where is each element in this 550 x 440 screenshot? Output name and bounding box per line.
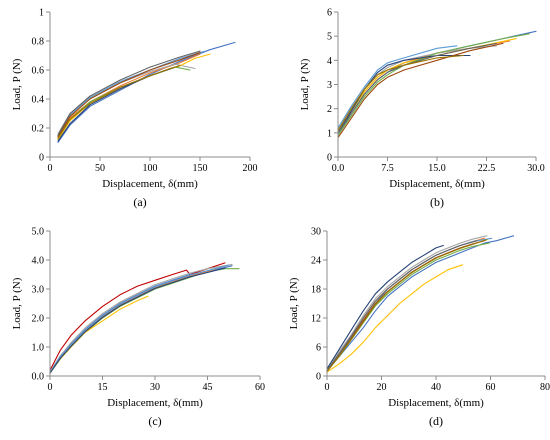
y-axis-label: Load, P (N) [288, 277, 300, 329]
y-tick-label: 6 [327, 8, 332, 19]
series-line-3-3 [49, 265, 233, 374]
x-tick-label: 50 [95, 163, 105, 174]
y-tick-label: 0.4 [32, 95, 45, 106]
x-tick-label: 0 [48, 163, 53, 174]
series-line-3-7 [49, 264, 230, 374]
y-tick-label: 3.0 [32, 285, 45, 296]
series-line-2-10 [337, 54, 464, 131]
x-tick-label: 100 [143, 163, 158, 174]
x-tick-label: 0 [325, 382, 330, 393]
series-line-1-5 [57, 50, 206, 136]
series-line-3-4 [49, 263, 233, 373]
series-line-1-3 [57, 63, 196, 135]
x-tick-label: 40 [431, 382, 441, 393]
chart-panel-3: 0 15 30 45 60 0.0 1.0 2.0 3.0 4.0 5.0 Displacement,… [11, 227, 265, 429]
series-line-4-9 [326, 240, 478, 372]
y-tick-label: 1 [327, 128, 332, 139]
series-line-4-10 [326, 239, 488, 373]
x-axis-label: Displacement, δ(mm) [388, 397, 484, 409]
series-line-4-4 [326, 264, 464, 373]
series-line-3-5 [49, 265, 226, 374]
series-line-2-7 [337, 54, 471, 134]
series-line-1-8 [57, 52, 201, 138]
y-tick-label: 4.0 [32, 256, 45, 267]
x-tick-label: 150 [193, 163, 208, 174]
x-tick-label: 22.5 [478, 163, 496, 174]
series-line-4-6 [326, 242, 490, 372]
series-line-2-5 [337, 45, 458, 129]
y-tick-label: 6 [316, 343, 321, 354]
x-tick-label: 45 [203, 382, 213, 393]
series-line-2-9 [337, 42, 497, 134]
chart-panel-1: 0 50 100 150 200 0 0.2 0.4 0.6 0.8 1 Displacement, … [11, 8, 258, 210]
y-tick-label: 18 [311, 285, 321, 296]
y-tick-label: 1.0 [32, 343, 45, 354]
series-line-4-2 [326, 237, 485, 372]
y-axis-label: Load, P (N) [11, 277, 23, 329]
chart-panel-4: 0 20 40 60 80 0 6 12 18 24 30 Displacement, δ(mm) Lo… [288, 227, 550, 429]
series-line-4-8 [326, 240, 485, 372]
x-tick-label: 60 [486, 382, 496, 393]
series-line-1-10 [57, 65, 181, 139]
x-tick-label: 15.0 [428, 163, 446, 174]
series-line-1-6 [57, 66, 191, 139]
y-tick-label: 0.2 [32, 124, 45, 135]
series-line-3-8 [49, 267, 226, 374]
series-line-4-7 [326, 244, 444, 370]
series-line-3-1 [49, 262, 226, 371]
y-tick-label: 30 [311, 227, 321, 238]
panel-label: (c) [148, 414, 161, 428]
y-axis-label: Load, P (N) [11, 58, 23, 110]
y-tick-label: 4 [327, 56, 332, 67]
series-line-1-2 [57, 53, 201, 138]
x-tick-label: 200 [243, 163, 258, 174]
series-line-4-5 [326, 237, 493, 372]
x-tick-label: 0.0 [332, 163, 345, 174]
series-line-1-1 [57, 41, 236, 144]
x-tick-label: 7.5 [381, 163, 394, 174]
x-axis-label: Displacement, δ(mm) [389, 178, 485, 190]
series-line-2-8 [337, 42, 504, 139]
x-tick-label: 30 [150, 382, 160, 393]
y-axis-label: Load, P (N) [299, 58, 311, 110]
y-tick-label: 1 [39, 8, 44, 19]
x-tick-label: 30.0 [527, 163, 545, 174]
y-tick-label: 0.6 [32, 66, 45, 77]
panel-label: (a) [133, 195, 146, 209]
y-tick-label: 0.8 [32, 37, 45, 48]
x-tick-label: 15 [98, 382, 108, 393]
y-tick-label: 0 [39, 153, 44, 164]
x-tick-label: 0 [48, 382, 53, 393]
series-line-1-7 [57, 66, 176, 142]
panel-label: (d) [429, 414, 443, 428]
y-tick-label: 0 [327, 153, 332, 164]
y-tick-label: 3 [327, 80, 332, 91]
x-tick-label: 20 [377, 382, 387, 393]
series-line-3-6 [49, 295, 149, 374]
x-axis-label: Displacement, δ(mm) [102, 178, 198, 190]
y-tick-label: 12 [311, 314, 321, 325]
series-line-1-9 [57, 50, 201, 136]
series-line-2-6 [337, 33, 530, 136]
y-tick-label: 2 [327, 104, 332, 115]
y-tick-label: 0.0 [32, 372, 45, 383]
y-tick-label: 5 [327, 32, 332, 43]
panel-label: (b) [430, 195, 444, 209]
y-tick-label: 5.0 [32, 227, 45, 238]
x-tick-label: 80 [540, 382, 550, 393]
y-tick-label: 24 [311, 256, 321, 267]
chart-panel-2: 0.0 7.5 15.0 22.5 30.0 0 1 2 3 4 5 6 Displacement, δ… [299, 8, 545, 210]
y-tick-label: 2.0 [32, 314, 45, 325]
x-axis-label: Displacement, δ(mm) [107, 397, 203, 409]
y-tick-label: 0 [316, 372, 321, 383]
series-line-3-2 [49, 268, 240, 374]
x-tick-label: 60 [255, 382, 265, 393]
series-line-4-3 [326, 235, 488, 371]
